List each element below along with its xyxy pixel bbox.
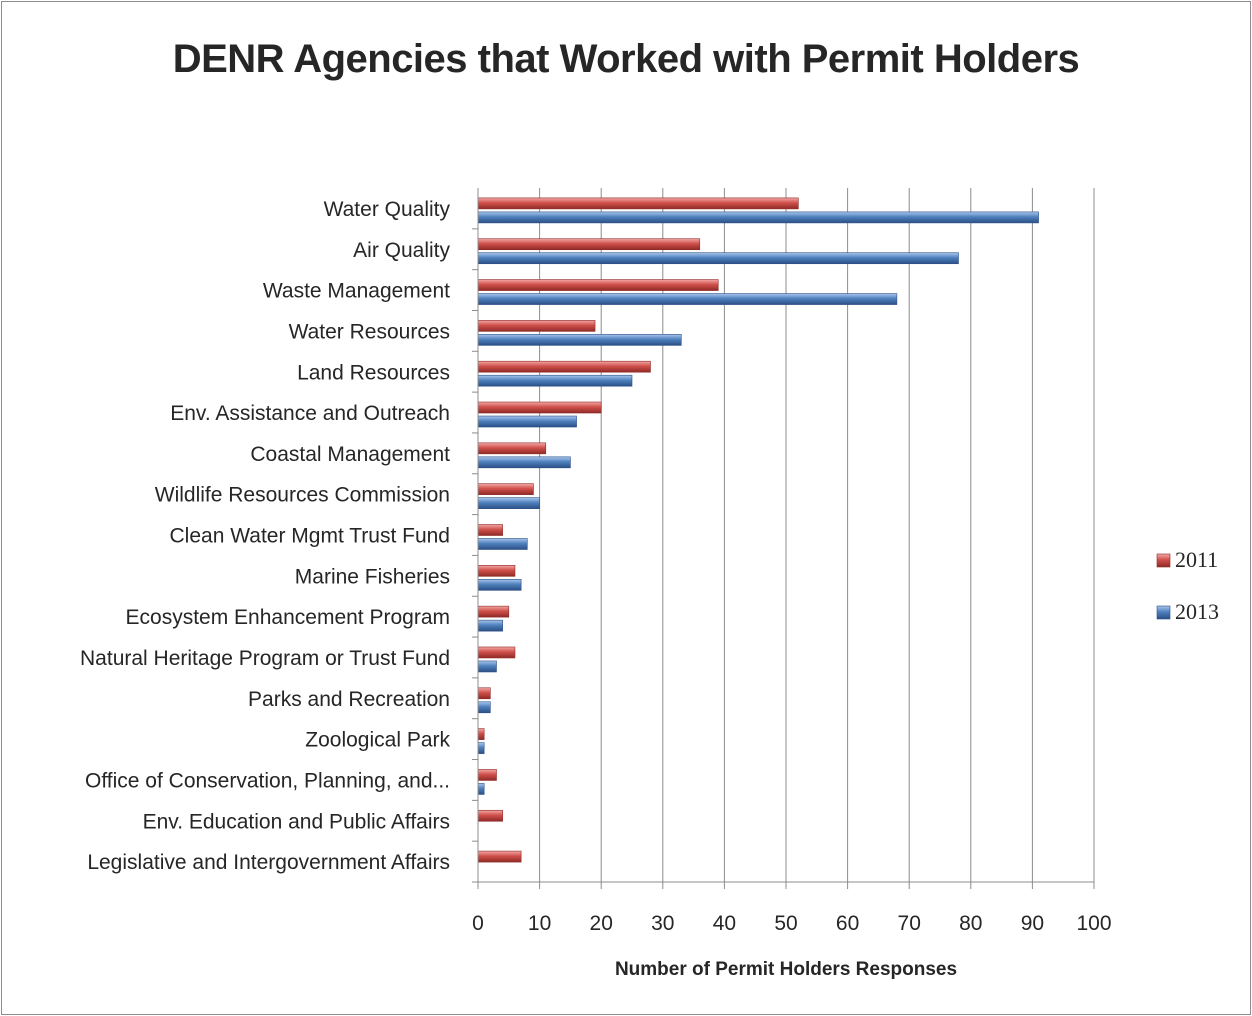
category-label: Air Quality <box>353 239 450 262</box>
bar-2013-12 <box>477 701 491 714</box>
category-label: Legislative and Intergovernment Affairs <box>87 851 450 874</box>
bar-2013-9 <box>477 579 522 591</box>
bar-2011-1 <box>477 238 701 251</box>
x-tick-label: 90 <box>1021 912 1044 935</box>
legend-swatch-2011 <box>1156 553 1171 568</box>
bar-2011-13 <box>477 728 485 740</box>
x-tick-label: 70 <box>898 912 921 935</box>
x-tick-label: 80 <box>959 912 982 935</box>
bar-2013-2 <box>477 293 898 305</box>
category-label: Zoological Park <box>305 729 450 752</box>
bar-2013-14 <box>477 783 485 795</box>
bar-2011-3 <box>477 320 596 332</box>
legend-label-2013: 2013 <box>1175 599 1219 624</box>
labels: 0 10 20 30 40 50 60 70 80 90 100 Water Quality Air Q… <box>80 198 1112 980</box>
category-label: Ecosystem Enhancement Program <box>126 606 450 629</box>
x-tick-label: 40 <box>713 912 736 935</box>
chart-title: DENR Agencies that Worked with Permit Ho… <box>0 30 1252 88</box>
category-label: Office of Conservation, Planning, and... <box>85 769 450 792</box>
bar-2011-4 <box>477 360 651 373</box>
bar-2011-6 <box>477 442 547 455</box>
category-label: Land Resources <box>297 361 450 384</box>
x-tick-label: 50 <box>774 912 797 935</box>
bar-2011-9 <box>477 565 516 577</box>
bar-2013-5 <box>477 415 577 428</box>
category-label: Clean Water Mgmt Trust Fund <box>170 525 450 548</box>
bar-2011-7 <box>477 483 534 495</box>
category-label: Coastal Management <box>250 443 450 466</box>
category-label: Water Quality <box>324 198 451 221</box>
legend-label-2011: 2011 <box>1175 547 1218 572</box>
axes <box>472 188 1095 889</box>
category-label: Waste Management <box>263 280 450 303</box>
bar-2011-15 <box>477 809 503 822</box>
bar-2013-7 <box>477 497 540 509</box>
bar-2011-2 <box>477 279 719 291</box>
bar-2011-12 <box>477 687 491 700</box>
category-label: Env. Assistance and Outreach <box>170 402 450 425</box>
bar-2013-13 <box>477 742 485 754</box>
x-tick-label: 20 <box>590 912 613 935</box>
x-tick-label: 100 <box>1076 912 1111 935</box>
category-label: Wildlife Resources Commission <box>155 484 450 507</box>
x-tick-label: 10 <box>528 912 551 935</box>
gridlines <box>539 188 1095 882</box>
x-tick-label: 30 <box>651 912 674 935</box>
category-label: Parks and Recreation <box>248 688 450 711</box>
bar-2011-10 <box>477 605 510 618</box>
legend-swatch-2013 <box>1156 605 1171 620</box>
bar-2011-16 <box>477 850 522 863</box>
bar-2013-8 <box>477 538 528 550</box>
x-tick-label: 0 <box>472 912 484 935</box>
bars <box>477 197 1039 863</box>
bar-2011-11 <box>477 646 516 659</box>
bar-2011-5 <box>477 401 602 414</box>
category-label: Water Resources <box>289 320 450 343</box>
bar-2013-1 <box>477 252 959 265</box>
legend: 2011 2013 <box>1156 547 1219 624</box>
bar-2013-10 <box>477 619 503 632</box>
bar-2011-0 <box>477 197 799 210</box>
chart-title-text: DENR Agencies that Worked with Permit Ho… <box>172 37 1080 81</box>
bar-2013-0 <box>477 211 1039 224</box>
bar-2013-6 <box>477 456 571 469</box>
bar-2011-8 <box>477 524 503 536</box>
bar-2013-4 <box>477 374 633 387</box>
bar-2011-14 <box>477 769 497 781</box>
x-axis-title: Number of Permit Holders Responses <box>615 959 957 980</box>
x-tick-label: 60 <box>836 912 859 935</box>
category-label: Marine Fisheries <box>295 565 450 588</box>
category-label: Env. Education and Public Affairs <box>143 810 450 833</box>
bar-2013-3 <box>477 334 682 346</box>
category-label: Natural Heritage Program or Trust Fund <box>80 647 450 670</box>
bar-2013-11 <box>477 660 497 673</box>
